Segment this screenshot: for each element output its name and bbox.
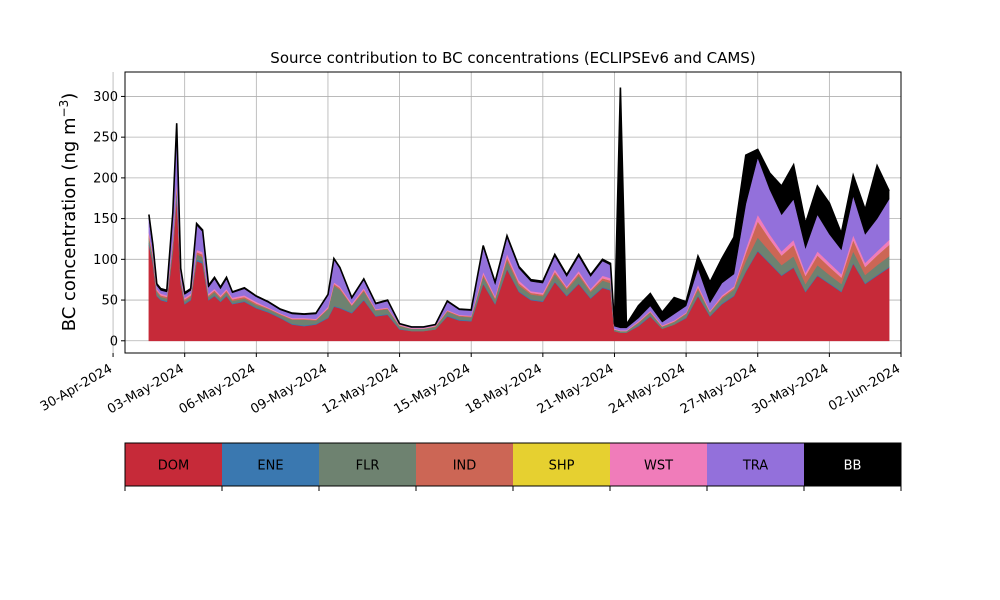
y-tick-label: 50 xyxy=(101,294,118,309)
x-tick-label: 18-May-2024 xyxy=(463,361,545,417)
y-tick-label: 150 xyxy=(93,212,118,227)
x-tick-label: 27-May-2024 xyxy=(678,361,760,417)
y-axis-label: BC concentration (ng m−3) xyxy=(57,93,80,332)
y-tick-label: 0 xyxy=(110,334,118,349)
axes xyxy=(124,71,902,354)
legend-swatch-bb xyxy=(804,443,901,486)
y-tick-label: 250 xyxy=(93,131,118,146)
legend-label-dom: DOM xyxy=(158,459,189,474)
y-tick-label: 300 xyxy=(93,90,118,105)
y-axis-ticks: 0 50 100 150 200 250 300 xyxy=(93,90,125,349)
legend-swatch-ene xyxy=(222,443,319,486)
legend-colorbar: DOM ENE FLR IND SHP WST TRA BB xyxy=(124,442,902,491)
legend-swatch-shp xyxy=(513,443,610,486)
legend-label-shp: SHP xyxy=(549,459,575,474)
legend-label-flr: FLR xyxy=(356,459,380,474)
x-tick-label: 30-May-2024 xyxy=(750,361,832,417)
y-axis-label-close: ) xyxy=(59,93,80,100)
stacked-areas xyxy=(148,87,890,342)
y-tick-label: 200 xyxy=(93,171,118,186)
x-tick-label: 09-May-2024 xyxy=(248,361,330,417)
legend-swatch-dom xyxy=(125,443,222,486)
legend-label-bb: BB xyxy=(844,459,862,474)
legend-swatch-ind xyxy=(416,443,513,486)
chart-title: Source contribution to BC concentrations… xyxy=(270,49,755,67)
y-axis-label-superscript: −3 xyxy=(57,100,71,118)
legend-swatch-wst xyxy=(610,443,707,486)
plot-frame xyxy=(124,71,902,354)
legend-swatch-tra xyxy=(707,443,804,486)
y-tick-label: 100 xyxy=(93,253,118,268)
x-tick-label: 12-May-2024 xyxy=(320,361,402,417)
x-tick-label: 21-May-2024 xyxy=(535,361,617,417)
x-tick-label: 30-Apr-2024 xyxy=(38,361,115,414)
legend-label-ind: IND xyxy=(453,459,477,474)
x-tick-label: 24-May-2024 xyxy=(606,361,688,417)
legend-swatch-flr xyxy=(319,443,416,486)
x-tick-label: 06-May-2024 xyxy=(177,361,259,417)
x-tick-label: 15-May-2024 xyxy=(392,361,474,417)
legend-label-tra: TRA xyxy=(742,459,768,474)
x-tick-label: 03-May-2024 xyxy=(105,361,187,417)
total-outline xyxy=(148,87,890,328)
y-axis-label-main: BC concentration (ng m xyxy=(59,117,80,331)
x-axis-ticks: 30-Apr-202403-May-202406-May-202409-May-… xyxy=(38,353,903,417)
x-tick-label: 02-Jun-2024 xyxy=(826,361,903,414)
legend-label-ene: ENE xyxy=(257,459,283,474)
legend-label-wst: WST xyxy=(644,459,673,474)
